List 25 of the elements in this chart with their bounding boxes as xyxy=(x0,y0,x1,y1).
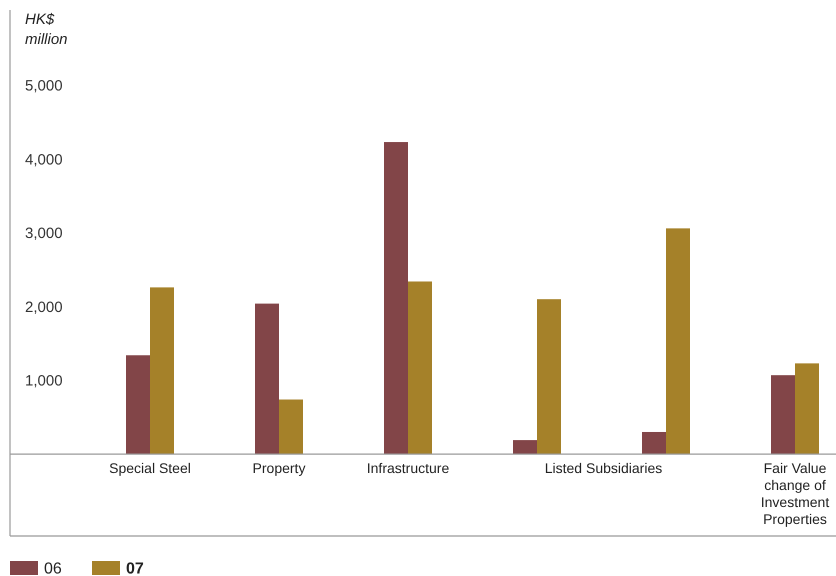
x-tick-label: Property xyxy=(252,460,306,476)
bar xyxy=(408,281,432,454)
x-tick-label: Fair Value change of Investment Properties xyxy=(760,460,830,527)
x-tick-label: Infrastructure xyxy=(366,460,450,476)
x-tick-label: Special Steel xyxy=(109,460,191,476)
bar xyxy=(279,400,303,454)
legend-label: 06 xyxy=(44,560,62,576)
bar xyxy=(255,304,279,454)
bar xyxy=(771,375,795,454)
bar xyxy=(666,228,690,454)
y-tick-label: 2,000 xyxy=(25,298,63,316)
annotation: Listed Subsidiaries xyxy=(544,460,662,476)
bar xyxy=(795,363,819,454)
y-tick-label: 3,000 xyxy=(25,225,63,242)
y-tick-label: 1,000 xyxy=(25,372,63,390)
bar xyxy=(513,440,537,454)
bar xyxy=(150,287,174,454)
legend-label: 07 xyxy=(126,560,144,576)
bar xyxy=(384,142,408,454)
y-axis-title: HK$ million xyxy=(25,11,68,48)
y-tick-label: 4,000 xyxy=(25,151,63,168)
bar xyxy=(126,355,150,454)
bar xyxy=(642,432,666,454)
y-tick-label: 5,000 xyxy=(25,78,63,94)
bar xyxy=(537,299,561,454)
